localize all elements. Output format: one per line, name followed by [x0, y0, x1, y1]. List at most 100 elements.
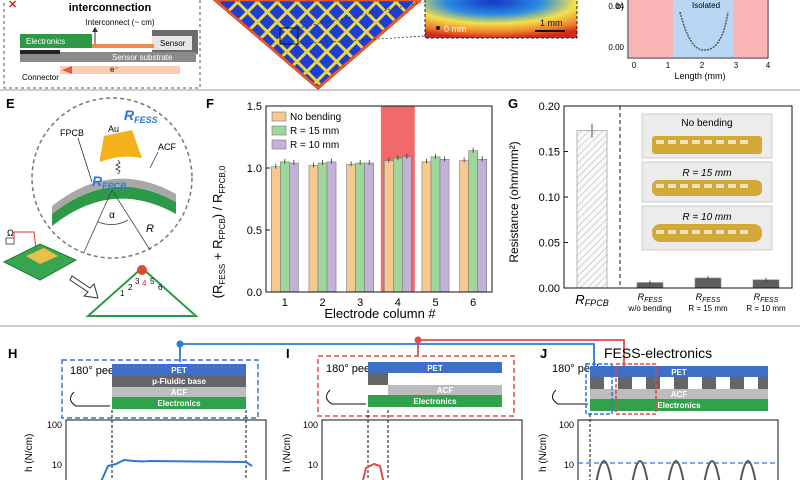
- y-tick-label: 0.15: [539, 147, 560, 159]
- peel-panels: H 180° peel PET μ-Fluidic base ACF Elect…: [8, 336, 779, 480]
- plot-xlabel: Length (mm): [674, 71, 725, 81]
- plot-xtick: 1: [666, 61, 671, 70]
- zoom-scale-label: 1 mm: [540, 18, 563, 28]
- r-fess-label: RFESS: [124, 107, 158, 125]
- bar: [326, 161, 337, 293]
- bar: [459, 160, 469, 293]
- i-electronics-label: Electronics: [413, 397, 457, 406]
- y-tick-label: 0.00: [539, 283, 560, 295]
- panel-letter-f: F: [206, 96, 214, 111]
- electron-label: e⁻: [110, 65, 119, 74]
- plot-panel-letter: b): [616, 1, 624, 11]
- i-pet-label: PET: [427, 364, 443, 373]
- fess-electrode: [100, 130, 142, 162]
- legend-label: R = 10 mm: [290, 140, 339, 151]
- legend-swatch: [271, 111, 287, 122]
- h-plot-frame: [65, 419, 267, 480]
- plot-xtick: 4: [766, 61, 771, 70]
- column-number: 3: [135, 277, 140, 286]
- h-tick-10: 10: [52, 460, 62, 470]
- x-tick-label: RFESS: [754, 292, 779, 304]
- substrate-label: Sensor substrate: [112, 53, 173, 62]
- panel-letter-e: E: [6, 96, 15, 111]
- i-electronics-layer: [368, 395, 502, 407]
- x-tick-label: RFESS: [638, 292, 663, 304]
- h-force-curve: [100, 458, 253, 480]
- plot-xtick: 2: [700, 61, 705, 70]
- y-tick-label: 0.0: [247, 287, 262, 299]
- j-yaxis-stub: h (N/cm): [538, 434, 549, 472]
- x-tick-label: 2: [319, 297, 325, 309]
- panel-f-chart: F 1 2 3 4 5 6 0.0 0.5 1.0 1.5 No bending R = 15 mm…: [206, 96, 493, 321]
- connector-label: Connector: [22, 73, 59, 82]
- alpha-label: α: [109, 210, 115, 221]
- panel-letter-i: I: [286, 346, 290, 361]
- bar: [439, 159, 450, 293]
- bar: [364, 162, 375, 293]
- electronics-block: [20, 34, 92, 48]
- g-ylabel: Resistance (ohm/mm²): [507, 141, 521, 262]
- panel-letter-h: H: [8, 346, 17, 361]
- i-tick-10: 10: [308, 460, 318, 470]
- r-fpcb-label: RFPCB: [92, 173, 127, 191]
- radius-label: R: [146, 223, 154, 235]
- sensor-label: Sensor: [160, 39, 186, 48]
- j-peel-label: 180° peel: [552, 363, 599, 375]
- acf-layer: [52, 178, 176, 214]
- bar: [393, 157, 403, 293]
- legend-swatch: [271, 125, 287, 136]
- y-tick-label: 0.10: [539, 192, 560, 204]
- column-number: 5: [150, 277, 155, 286]
- j-plot-frame: [577, 419, 779, 480]
- i-tick-100: 100: [303, 420, 318, 430]
- y-tick-label: 1.5: [247, 101, 262, 113]
- x-tick-sublabel: R = 10 mm: [746, 304, 786, 313]
- h-fluidic-label: μ-Fluidic base: [152, 377, 206, 386]
- j-acf-layer: [590, 389, 768, 399]
- row-separator: [0, 325, 800, 327]
- connector-blue: [179, 343, 595, 370]
- j-title: FESS-electronics: [604, 345, 712, 361]
- interconnect-trace: [92, 44, 154, 48]
- j-blue-zoom: [585, 363, 613, 415]
- panel-letter-g: G: [508, 96, 518, 111]
- plot-ytick-bottom: 0.00: [608, 43, 624, 52]
- bar: [317, 162, 328, 293]
- au-label: Au: [108, 124, 119, 134]
- j-tick-10: 10: [564, 460, 574, 470]
- bar: [477, 159, 488, 293]
- sensor-block: [152, 36, 192, 50]
- plot-frame: [265, 105, 493, 293]
- acf-label: ACF: [158, 142, 177, 152]
- electron-flow: [60, 66, 180, 74]
- bent-device: [85, 266, 199, 317]
- j-red-zoom: [615, 363, 657, 415]
- h-electronics-label: Electronics: [157, 399, 201, 408]
- interconnection-heading: interconnection: [69, 2, 152, 14]
- x-tick-label: 5: [432, 297, 438, 309]
- plot-xtick: 3: [734, 61, 739, 70]
- x-tick-label: 1: [282, 297, 288, 309]
- f-xlabel: Electrode column #: [324, 306, 436, 321]
- h-acf-label: ACF: [171, 388, 188, 397]
- highlight-dot: [137, 265, 147, 275]
- bar: [280, 161, 290, 293]
- bar: [421, 161, 432, 293]
- y-tick-label: 0.20: [539, 101, 560, 113]
- photo-label: R = 15 mm: [682, 168, 731, 179]
- electronics-label: Electronics: [26, 37, 65, 46]
- x-tick-label: RFESS: [696, 292, 721, 304]
- heatmap-pyramid: [212, 0, 423, 90]
- bar: [402, 156, 412, 293]
- j-electronics-layer: [590, 399, 768, 411]
- i-peel-label: 180° peel: [326, 363, 373, 375]
- bar: [270, 166, 281, 293]
- h-electronics-layer: [112, 397, 246, 409]
- i-plot-frame: [321, 419, 523, 480]
- x-tick-sublabel: w/o bending: [627, 304, 671, 313]
- f-ylabel: (RFESS + RFPCB) / RFPCB,0: [210, 165, 227, 298]
- bar: [355, 162, 365, 293]
- bar: [430, 156, 441, 293]
- sensor-substrate: [20, 52, 196, 62]
